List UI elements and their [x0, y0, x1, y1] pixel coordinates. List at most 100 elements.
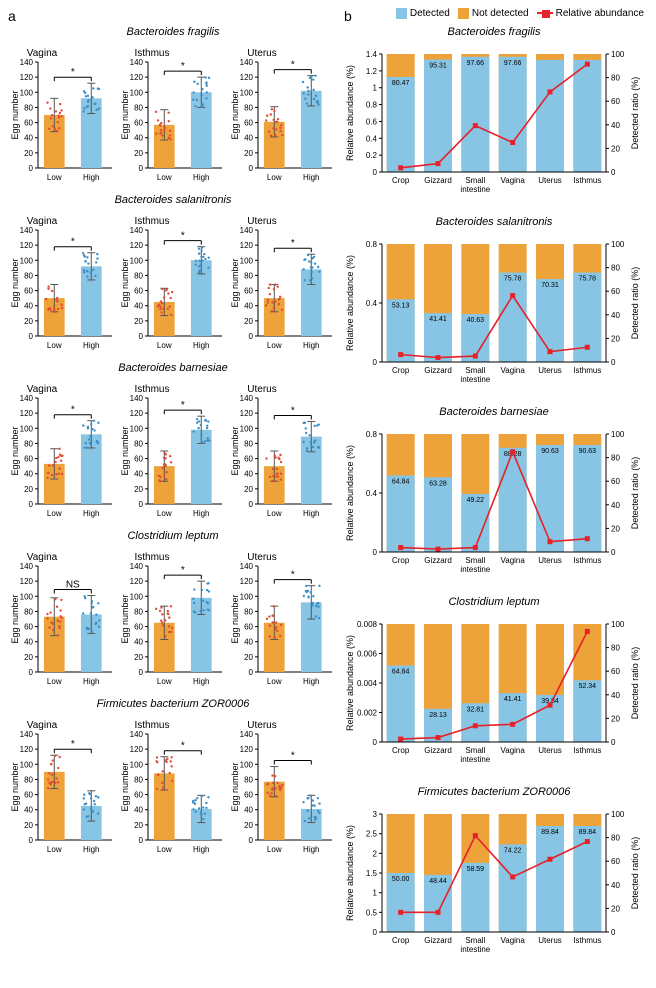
svg-text:Low: Low [267, 341, 282, 350]
svg-text:Vagina: Vagina [27, 384, 58, 395]
svg-text:0: 0 [249, 500, 254, 509]
svg-text:Low: Low [267, 677, 282, 686]
svg-text:80: 80 [611, 644, 620, 653]
svg-text:140: 140 [130, 394, 144, 403]
svg-text:120: 120 [130, 745, 144, 754]
mini-row: 020406080100120140*VaginaLowHighEgg numb… [8, 712, 338, 862]
svg-text:40: 40 [24, 302, 33, 311]
svg-text:*: * [291, 238, 295, 249]
svg-text:60: 60 [24, 623, 33, 632]
species-title: Firmicutes bacterium ZOR0006 [344, 786, 644, 798]
svg-text:20: 20 [611, 524, 620, 533]
dual-axis-chart: 64.8428.1332.8141.4139.8452.3400.0020.00… [344, 610, 644, 780]
svg-text:40: 40 [134, 470, 143, 479]
panel-b-content: Bacteroides fragilis80.4795.3197.6697.66… [344, 26, 644, 976]
mini-bar: 020406080100120140*UterusLowHighEgg numb… [228, 40, 336, 190]
svg-text:80: 80 [244, 103, 253, 112]
svg-text:Low: Low [47, 509, 62, 518]
svg-text:80: 80 [24, 271, 33, 280]
svg-text:63.28: 63.28 [429, 480, 447, 487]
svg-text:20: 20 [134, 653, 143, 662]
svg-text:80: 80 [134, 607, 143, 616]
svg-text:100: 100 [240, 592, 254, 601]
svg-text:Uterus: Uterus [538, 556, 562, 565]
svg-text:120: 120 [130, 409, 144, 418]
svg-text:Uterus: Uterus [247, 720, 276, 731]
svg-text:74.22: 74.22 [504, 847, 522, 854]
svg-text:20: 20 [244, 653, 253, 662]
svg-text:Detected ratio (%): Detected ratio (%) [630, 647, 640, 720]
svg-text:100: 100 [130, 256, 144, 265]
svg-text:Vagina: Vagina [501, 936, 526, 945]
svg-text:Vagina: Vagina [501, 746, 526, 755]
svg-text:40: 40 [24, 806, 33, 815]
svg-text:Gizzard: Gizzard [424, 366, 452, 375]
svg-text:Gizzard: Gizzard [424, 176, 452, 185]
svg-text:2: 2 [373, 849, 378, 858]
svg-text:Low: Low [267, 509, 282, 518]
svg-text:32.81: 32.81 [467, 706, 485, 713]
svg-text:Detected ratio (%): Detected ratio (%) [630, 77, 640, 150]
svg-text:80: 80 [24, 607, 33, 616]
svg-text:100: 100 [130, 88, 144, 97]
svg-text:20: 20 [24, 653, 33, 662]
dual-axis-chart: 50.0048.4458.5974.2289.8489.8400.511.522… [344, 800, 644, 970]
svg-text:100: 100 [611, 810, 625, 819]
svg-text:Egg number: Egg number [120, 762, 130, 811]
svg-text:0: 0 [611, 548, 616, 557]
svg-text:High: High [193, 845, 209, 854]
svg-text:Egg number: Egg number [230, 762, 240, 811]
svg-text:80: 80 [611, 264, 620, 273]
svg-text:0: 0 [611, 738, 616, 747]
svg-text:100: 100 [611, 50, 625, 59]
svg-text:Crop: Crop [392, 556, 410, 565]
svg-text:Vagina: Vagina [27, 720, 58, 731]
svg-text:100: 100 [130, 592, 144, 601]
svg-text:140: 140 [130, 730, 144, 739]
svg-text:80: 80 [244, 439, 253, 448]
species-title: Bacteroides barnesiae [344, 406, 644, 418]
svg-text:0: 0 [29, 500, 34, 509]
svg-text:Gizzard: Gizzard [424, 746, 452, 755]
svg-text:80: 80 [24, 775, 33, 784]
svg-text:Low: Low [157, 341, 172, 350]
svg-text:High: High [303, 173, 319, 182]
svg-text:High: High [83, 341, 99, 350]
svg-text:0: 0 [373, 548, 378, 557]
species-title: Bacteroides salanitronis [8, 194, 338, 206]
svg-text:100: 100 [130, 424, 144, 433]
svg-text:0: 0 [139, 332, 144, 341]
mini-bar: 020406080100120140NSVaginaLowHighEgg num… [8, 544, 116, 694]
svg-text:40: 40 [134, 806, 143, 815]
svg-text:Vagina: Vagina [27, 552, 58, 563]
svg-text:40: 40 [611, 691, 620, 700]
svg-text:Low: Low [267, 173, 282, 182]
svg-text:0: 0 [249, 668, 254, 677]
svg-text:20: 20 [24, 149, 33, 158]
svg-text:20: 20 [134, 821, 143, 830]
svg-text:High: High [83, 173, 99, 182]
svg-text:Relative abundance (%): Relative abundance (%) [345, 825, 355, 921]
svg-text:Egg number: Egg number [10, 426, 20, 475]
svg-text:Uterus: Uterus [538, 746, 562, 755]
svg-text:0: 0 [139, 668, 144, 677]
svg-text:89.84: 89.84 [541, 829, 559, 836]
svg-text:40: 40 [24, 134, 33, 143]
svg-text:140: 140 [240, 562, 254, 571]
svg-text:89.84: 89.84 [579, 829, 597, 836]
svg-text:140: 140 [240, 226, 254, 235]
svg-text:1.4: 1.4 [366, 50, 378, 59]
svg-text:Low: Low [47, 173, 62, 182]
svg-text:90.63: 90.63 [541, 448, 559, 455]
svg-text:60: 60 [244, 455, 253, 464]
svg-text:80: 80 [244, 607, 253, 616]
panel-b-label: b [344, 8, 352, 24]
svg-text:80: 80 [611, 834, 620, 843]
svg-text:64.84: 64.84 [392, 668, 410, 675]
mini-bar: 020406080100120140*VaginaLowHighEgg numb… [8, 40, 116, 190]
svg-text:40: 40 [244, 638, 253, 647]
svg-text:140: 140 [240, 394, 254, 403]
svg-text:Uterus: Uterus [538, 936, 562, 945]
svg-text:100: 100 [240, 88, 254, 97]
svg-text:*: * [181, 565, 185, 576]
